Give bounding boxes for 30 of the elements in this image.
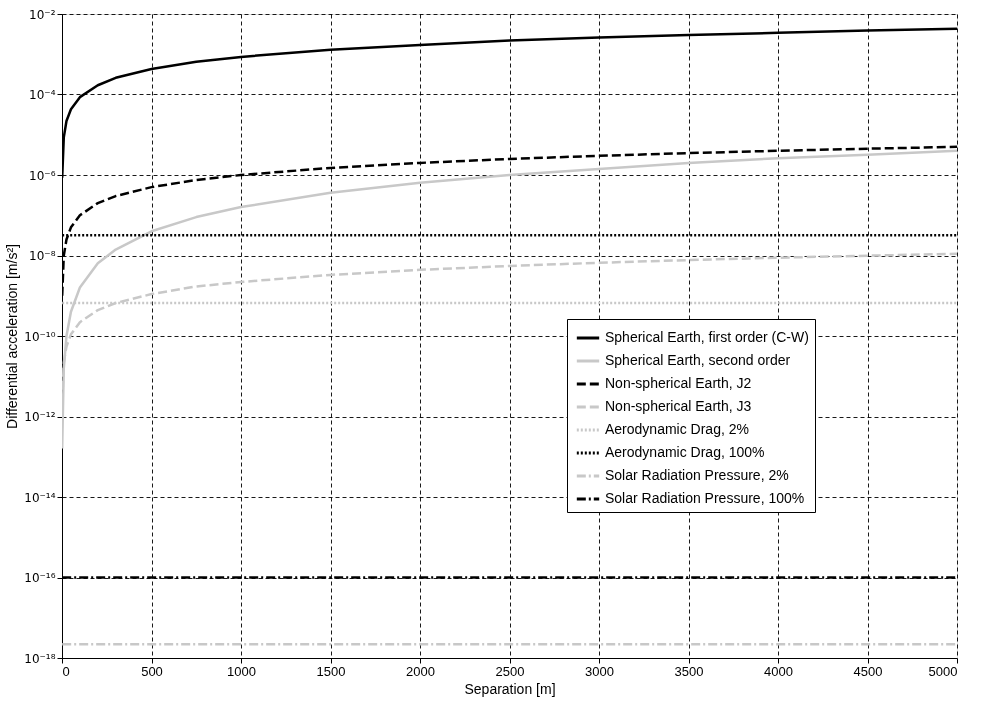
legend-label: Aerodynamic Drag, 100% — [605, 444, 765, 460]
y-tick-label: 10⁻⁴ — [29, 88, 56, 102]
legend-label: Spherical Earth, second order — [605, 352, 791, 368]
legend-label: Non-spherical Earth, J3 — [605, 398, 752, 414]
legend-label: Spherical Earth, first order (C-W) — [605, 329, 809, 345]
y-tick-label: 10⁻¹² — [24, 410, 56, 424]
x-tick-label: 5000 — [928, 663, 958, 679]
legend-label: Aerodynamic Drag, 2% — [605, 421, 749, 437]
y-tick-label: 10⁻⁶ — [29, 168, 56, 183]
y-axis-title: Differential acceleration [m/s²] — [4, 244, 21, 429]
y-tick-label: 10⁻¹⁸ — [24, 651, 56, 666]
y-tick-label: 10⁻¹⁰ — [24, 329, 56, 344]
x-tick-label: 0 — [62, 663, 70, 679]
y-tick-label: 10⁻² — [29, 7, 56, 22]
legend-label: Solar Radiation Pressure, 2% — [605, 467, 789, 483]
x-tick-label: 2000 — [406, 663, 435, 679]
y-tick-label: 10⁻¹⁴ — [24, 490, 56, 505]
y-tick-label: 10⁻⁸ — [29, 249, 56, 263]
legend-label: Non-spherical Earth, J2 — [605, 375, 752, 391]
legend-label: Solar Radiation Pressure, 100% — [605, 490, 805, 506]
x-tick-label: 4500 — [853, 663, 883, 679]
x-axis-title: Separation [m] — [464, 680, 556, 697]
x-tick-label: 4000 — [764, 663, 793, 679]
y-tick-label: 10⁻¹⁶ — [24, 571, 56, 585]
x-tick-label: 2500 — [495, 663, 525, 679]
x-tick-label: 3500 — [674, 663, 704, 679]
x-tick-label: 1500 — [316, 663, 346, 679]
x-tick-label: 3000 — [585, 663, 614, 679]
x-tick-label: 1000 — [227, 663, 256, 679]
x-tick-label: 500 — [141, 663, 163, 679]
